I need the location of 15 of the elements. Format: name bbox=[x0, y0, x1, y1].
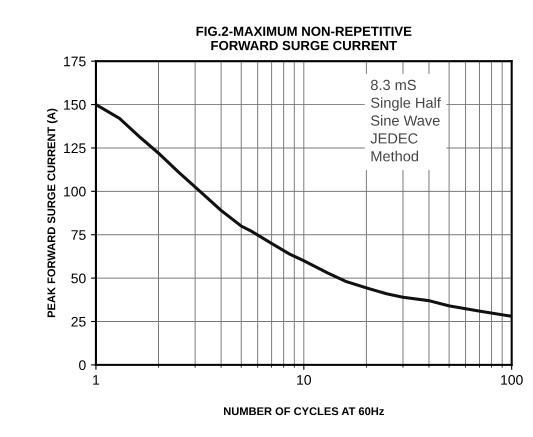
x-tick-label: 100 bbox=[501, 374, 523, 385]
y-tick-label: 0 bbox=[79, 360, 86, 370]
x-axis-title: NUMBER OF CYCLES AT 60Hz bbox=[224, 407, 384, 416]
x-tick-label: 10 bbox=[297, 374, 311, 385]
chart-title: FIG.2-MAXIMUM NON-REPETITIVE FORWARD SURGE CURRENT bbox=[196, 26, 412, 50]
annotation: 8.3 mS Single Half Sine Wave JEDEC Method bbox=[370, 80, 441, 162]
y-tick-label: 175 bbox=[64, 56, 86, 66]
y-axis-title: PEAK FORWARD SURGE CURRENT (A) bbox=[47, 108, 58, 318]
y-tick-label: 50 bbox=[71, 273, 86, 284]
y-tick-label: 125 bbox=[64, 143, 86, 154]
y-tick-label: 75 bbox=[71, 230, 86, 240]
y-tick-label: 25 bbox=[71, 316, 86, 327]
x-tick-label: 1 bbox=[93, 375, 100, 385]
y-tick-label: 150 bbox=[64, 100, 86, 110]
y-tick-label: 100 bbox=[64, 186, 86, 197]
